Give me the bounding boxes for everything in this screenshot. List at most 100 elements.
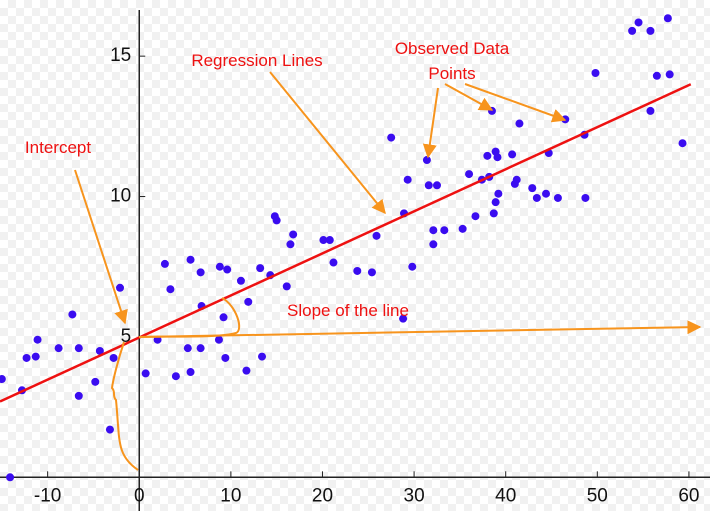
arrow [138, 320, 702, 338]
x-tick-label: 50 [587, 485, 608, 506]
data-point [196, 344, 205, 353]
data-point [183, 344, 192, 353]
annotations: Regression Lines Observed Data Points In… [25, 39, 702, 471]
data-point [399, 314, 408, 323]
x-tick-label: -10 [34, 485, 61, 506]
data-point [186, 368, 195, 377]
data-point [429, 240, 438, 249]
annotation: Points [428, 64, 475, 83]
data-point [329, 258, 338, 267]
data-point [663, 14, 672, 23]
data-point [74, 391, 83, 400]
data-point [166, 285, 175, 294]
data-point [483, 151, 492, 160]
angle-mark [138, 297, 241, 338]
data-point [387, 133, 396, 142]
data-point [74, 344, 83, 353]
x-tick-label: 20 [312, 485, 333, 506]
data-point [282, 282, 291, 291]
data-point [95, 346, 104, 355]
data-point [0, 375, 6, 384]
data-point [403, 175, 412, 184]
data-point [54, 344, 63, 353]
data-point [6, 473, 15, 482]
data-point [109, 353, 118, 362]
brace [110, 341, 139, 471]
axes: -10 0 10 20 30 40 50 60 5 10 15 [0, 10, 710, 511]
data-point [408, 262, 417, 271]
x-tick-label: 60 [678, 485, 699, 506]
data-point [33, 335, 42, 344]
arrow [269, 71, 386, 215]
data-point [429, 226, 438, 235]
data-point [591, 69, 600, 77]
data-point [646, 26, 655, 35]
data-point [215, 262, 224, 271]
data-point [489, 209, 498, 218]
data-point [581, 193, 590, 202]
data-point [372, 231, 381, 240]
data-point [628, 26, 637, 35]
data-point [141, 369, 150, 378]
x-tick-label: 10 [220, 485, 241, 506]
x-tick-label: 30 [404, 485, 425, 506]
x-tick-label: 40 [495, 485, 516, 506]
data-point [68, 310, 77, 319]
data-point [242, 366, 251, 375]
data-point [289, 230, 298, 239]
data-point [223, 265, 232, 274]
data-point [105, 425, 114, 434]
data-point [196, 268, 205, 277]
data-point [31, 352, 40, 361]
data-point [219, 313, 228, 322]
y-tick-label: 10 [110, 186, 131, 207]
regression-line [0, 83, 692, 403]
annotation: Slope of the line [287, 301, 409, 320]
data-point [286, 240, 295, 249]
annotation: Intercept [25, 138, 91, 157]
arrow [422, 87, 439, 159]
data-point [465, 170, 474, 179]
data-point [91, 377, 100, 386]
data-point [665, 70, 674, 79]
data-point [319, 236, 328, 245]
data-point [458, 224, 467, 233]
data-point [214, 335, 223, 344]
arrow [464, 83, 567, 123]
data-point [272, 216, 281, 225]
data-point [258, 352, 267, 361]
data-point [221, 353, 230, 362]
data-point [494, 189, 503, 198]
data-point [153, 335, 162, 344]
data-point [646, 106, 655, 115]
data-point [186, 255, 195, 264]
data-point [440, 226, 449, 235]
data-point [160, 259, 169, 268]
data-point [542, 189, 551, 198]
data-point [256, 264, 265, 273]
data-point [634, 18, 643, 27]
plot [0, 14, 692, 482]
data-point [22, 353, 31, 362]
data-point [528, 184, 537, 193]
data-point [422, 156, 431, 165]
data-point [432, 181, 441, 190]
data-point [116, 283, 125, 292]
arrow [74, 169, 128, 325]
data-point [491, 198, 500, 207]
data-point [532, 193, 541, 202]
y-tick-label: 5 [121, 326, 132, 347]
data-point [493, 153, 502, 162]
data-point [244, 297, 253, 306]
data-point [508, 150, 517, 159]
data-point [353, 266, 362, 275]
data-point [678, 139, 687, 148]
data-point [553, 193, 562, 202]
annotation: Observed Data [395, 39, 510, 58]
data-point [515, 119, 524, 128]
y-tick-label: 15 [110, 45, 131, 66]
annotation: Regression Lines [191, 51, 322, 70]
data-point [471, 212, 480, 221]
arrow [444, 83, 494, 111]
